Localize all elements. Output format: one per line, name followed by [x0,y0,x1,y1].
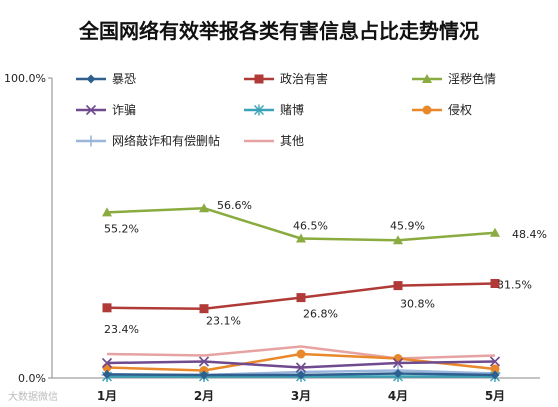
data-point [422,74,432,83]
x-tick-label: 3月 [291,389,311,403]
series-4 [101,356,501,373]
data-point [393,281,403,291]
data-point [490,364,500,374]
legend-label: 网络敲诈和有偿删帖 [112,133,220,148]
data-point [254,74,264,84]
y-tick-label: 100.0% [4,72,46,85]
data-point [102,369,112,379]
x-tick-label: 5月 [485,389,505,403]
series-8 [106,345,496,360]
legend-item-1: 暴恐 [76,72,136,86]
data-labels: 23.4% 23.1% 26.8% 30.8% 31.5% 55.2% 56.6% 46.5%… [104,199,547,336]
data-point [254,104,264,116]
data-label: 26.8% [303,308,338,321]
legend-item-3: 淫秽色情 [412,72,496,86]
data-point [86,74,96,84]
legend-label: 暴恐 [112,72,136,86]
data-label: 46.5% [293,220,328,233]
data-point [295,362,307,373]
series-line [106,345,496,360]
data-point [199,304,209,314]
legend-item-7: 网络敲诈和有偿删帖 [76,133,220,148]
data-point [490,279,500,288]
x-tick-label: 1月 [97,389,117,403]
data-point [102,303,112,313]
data-point [102,207,112,217]
x-tick-label: 4月 [388,389,408,403]
series-layer [101,203,501,382]
watermark: 大数据微信 [8,390,58,403]
chart-title: 全国网络有效举报各类有害信息占比走势情况 [78,19,479,43]
data-point [296,233,306,243]
data-point [296,370,306,380]
legend-label: 其他 [280,134,304,148]
legend-item-8: 其他 [244,134,304,148]
data-point [392,357,404,369]
data-point [296,349,306,359]
legend-item-5: 赌博 [244,102,304,117]
data-point [393,235,403,245]
data-point [490,370,500,380]
legend-label: 政治有害 [280,71,328,86]
data-label: 23.1% [206,315,241,328]
data-point [198,356,210,367]
legend-label: 赌博 [280,102,304,117]
legend-label: 侵权 [448,102,472,117]
data-label: 30.8% [400,298,435,311]
data-point [199,370,209,380]
data-label: 23.4% [104,323,139,336]
legend-label: 诈骗 [112,102,136,117]
series-1 [102,369,500,380]
data-point [199,203,209,213]
data-label: 55.2% [104,222,139,235]
data-point [393,369,403,378]
data-label: 56.6% [217,199,252,212]
data-label: 45.9% [390,219,425,232]
axes: 0.0% 100.0% 1月 2月 3月 4月 5月 [4,72,540,403]
y-tick-label: 0.0% [18,372,46,385]
legend-item-6: 侵权 [412,102,472,117]
data-point [489,356,501,367]
legend-label: 淫秽色情 [448,72,496,86]
x-tick-label: 2月 [194,389,214,403]
data-point [393,354,403,363]
data-point [296,293,306,303]
series-3 [102,203,500,245]
data-point [85,135,97,147]
series-2 [102,279,500,314]
legend-item-4: 诈骗 [76,102,136,117]
data-point [85,104,97,116]
data-point [490,227,500,237]
data-point [422,105,432,115]
legend-item-2: 政治有害 [244,71,328,86]
data-point [101,357,113,369]
data-label: 48.4% [512,228,547,241]
data-label: 31.5% [497,279,532,292]
